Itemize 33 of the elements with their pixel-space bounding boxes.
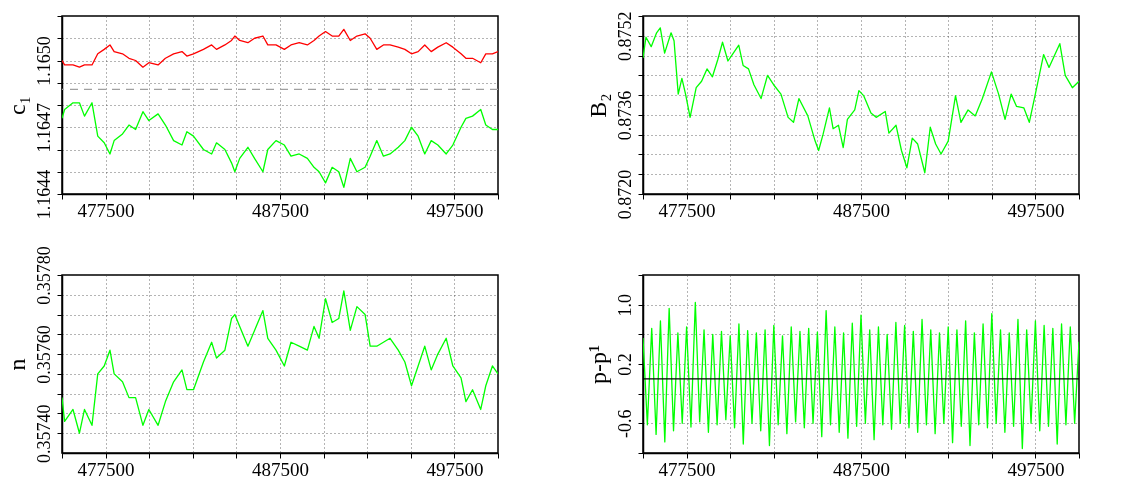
x-tick-label: 487500 — [833, 458, 890, 480]
y-tick-label: 0.8720 — [614, 169, 635, 220]
line-series — [62, 290, 498, 434]
x-tick-label: 477500 — [77, 458, 135, 480]
y-tick-label: 0.35740 — [33, 404, 54, 463]
line-series — [643, 27, 1079, 174]
y-axis-title: p-p¹ — [584, 344, 611, 385]
y-tick-label: 0.8736 — [614, 90, 635, 141]
y-tick-label: 0.8752 — [614, 11, 635, 62]
x-tick-label: 477500 — [77, 199, 135, 221]
x-tick-label: 487500 — [252, 199, 309, 221]
line-series — [62, 102, 498, 188]
x-tick-label: 487500 — [252, 458, 309, 480]
x-tick-label: 477500 — [658, 458, 716, 480]
y-tick-label: 0.35780 — [33, 246, 54, 305]
y-tick-label: 1.1650 — [33, 36, 54, 86]
x-tick-label: 497500 — [426, 199, 484, 221]
y-tick-label: 0.2 — [614, 353, 635, 376]
y-tick-label: 0.35760 — [33, 325, 54, 384]
y-axis-title: B₂ — [584, 93, 611, 118]
x-tick-label: 497500 — [426, 458, 484, 480]
y-tick-label: 1.0 — [614, 293, 635, 317]
line-series — [62, 28, 498, 68]
line-series — [643, 301, 1079, 450]
x-tick-label: 487500 — [833, 199, 890, 221]
y-axis-title: n — [3, 358, 30, 371]
x-tick-label: 497500 — [1007, 199, 1065, 221]
y-axis-title: c₁ — [3, 95, 30, 116]
x-tick-label: 497500 — [1007, 458, 1065, 480]
y-tick-label: 1.1647 — [33, 103, 54, 153]
y-tick-label: 1.1644 — [33, 169, 54, 220]
x-tick-label: 477500 — [658, 199, 716, 221]
y-tick-label: -0.6 — [614, 409, 635, 439]
